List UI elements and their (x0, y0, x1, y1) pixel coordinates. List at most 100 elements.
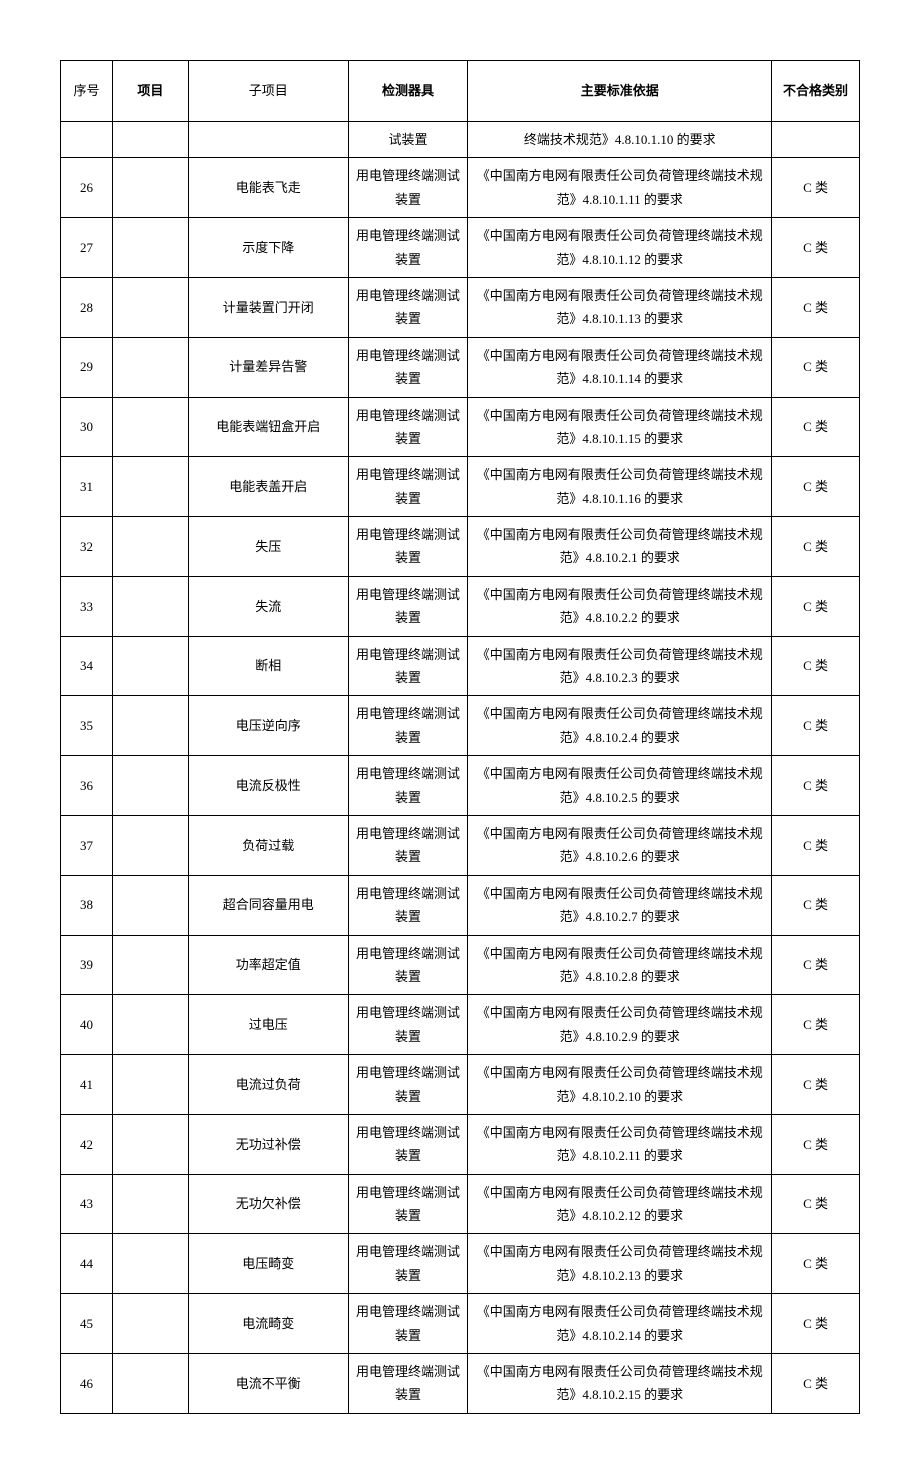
column-header-4: 主要标准依据 (468, 61, 772, 122)
cell-seq: 45 (61, 1294, 113, 1354)
table-head: 序号项目子项目检测器具主要标准依据不合格类别 (61, 61, 860, 122)
cell-proj (112, 1234, 188, 1294)
cell-seq: 44 (61, 1234, 113, 1294)
table-row: 27示度下降用电管理终端测试装置《中国南方电网有限责任公司负荷管理终端技术规范》… (61, 218, 860, 278)
cell-std: 终端技术规范》4.8.10.1.10 的要求 (468, 122, 772, 158)
cell-proj (112, 1354, 188, 1414)
cell-cat (772, 122, 860, 158)
cell-inst: 用电管理终端测试装置 (348, 995, 468, 1055)
cell-std: 《中国南方电网有限责任公司负荷管理终端技术规范》4.8.10.2.12 的要求 (468, 1174, 772, 1234)
cell-sub (188, 122, 348, 158)
table-row: 31电能表盖开启用电管理终端测试装置《中国南方电网有限责任公司负荷管理终端技术规… (61, 457, 860, 517)
cell-sub: 失流 (188, 576, 348, 636)
cell-cat: C 类 (772, 397, 860, 457)
table-body: 试装置终端技术规范》4.8.10.1.10 的要求26电能表飞走用电管理终端测试… (61, 122, 860, 1414)
table-row: 42无功过补偿用电管理终端测试装置《中国南方电网有限责任公司负荷管理终端技术规范… (61, 1114, 860, 1174)
table-row: 32失压用电管理终端测试装置《中国南方电网有限责任公司负荷管理终端技术规范》4.… (61, 517, 860, 577)
cell-std: 《中国南方电网有限责任公司负荷管理终端技术规范》4.8.10.1.15 的要求 (468, 397, 772, 457)
cell-cat: C 类 (772, 756, 860, 816)
cell-cat: C 类 (772, 1234, 860, 1294)
table-row: 34断相用电管理终端测试装置《中国南方电网有限责任公司负荷管理终端技术规范》4.… (61, 636, 860, 696)
cell-proj (112, 935, 188, 995)
cell-cat: C 类 (772, 1354, 860, 1414)
cell-std: 《中国南方电网有限责任公司负荷管理终端技术规范》4.8.10.2.8 的要求 (468, 935, 772, 995)
cell-seq (61, 122, 113, 158)
table-row: 41电流过负荷用电管理终端测试装置《中国南方电网有限责任公司负荷管理终端技术规范… (61, 1055, 860, 1115)
cell-sub: 电流过负荷 (188, 1055, 348, 1115)
cell-sub: 断相 (188, 636, 348, 696)
cell-sub: 计量差异告警 (188, 337, 348, 397)
cell-proj (112, 1174, 188, 1234)
cell-proj (112, 1294, 188, 1354)
cell-cat: C 类 (772, 815, 860, 875)
cell-cat: C 类 (772, 576, 860, 636)
cell-sub: 负荷过载 (188, 815, 348, 875)
cell-inst: 用电管理终端测试装置 (348, 1234, 468, 1294)
cell-sub: 电流不平衡 (188, 1354, 348, 1414)
cell-seq: 34 (61, 636, 113, 696)
cell-proj (112, 815, 188, 875)
cell-sub: 电能表盖开启 (188, 457, 348, 517)
cell-inst: 用电管理终端测试装置 (348, 517, 468, 577)
cell-inst: 用电管理终端测试装置 (348, 1294, 468, 1354)
cell-sub: 电流畸变 (188, 1294, 348, 1354)
cell-inst: 用电管理终端测试装置 (348, 756, 468, 816)
cell-seq: 29 (61, 337, 113, 397)
cell-seq: 32 (61, 517, 113, 577)
cell-proj (112, 696, 188, 756)
cell-proj (112, 1055, 188, 1115)
cell-inst: 用电管理终端测试装置 (348, 337, 468, 397)
table-row: 38超合同容量用电用电管理终端测试装置《中国南方电网有限责任公司负荷管理终端技术… (61, 875, 860, 935)
table-row: 40过电压用电管理终端测试装置《中国南方电网有限责任公司负荷管理终端技术规范》4… (61, 995, 860, 1055)
cell-std: 《中国南方电网有限责任公司负荷管理终端技术规范》4.8.10.2.4 的要求 (468, 696, 772, 756)
cell-inst: 用电管理终端测试装置 (348, 1354, 468, 1414)
cell-inst: 用电管理终端测试装置 (348, 457, 468, 517)
cell-seq: 30 (61, 397, 113, 457)
cell-seq: 40 (61, 995, 113, 1055)
cell-sub: 电能表飞走 (188, 158, 348, 218)
cell-inst: 试装置 (348, 122, 468, 158)
cell-sub: 无功欠补偿 (188, 1174, 348, 1234)
cell-seq: 35 (61, 696, 113, 756)
cell-sub: 电压逆向序 (188, 696, 348, 756)
table-row: 37负荷过载用电管理终端测试装置《中国南方电网有限责任公司负荷管理终端技术规范》… (61, 815, 860, 875)
cell-inst: 用电管理终端测试装置 (348, 875, 468, 935)
cell-std: 《中国南方电网有限责任公司负荷管理终端技术规范》4.8.10.2.14 的要求 (468, 1294, 772, 1354)
cell-sub: 过电压 (188, 995, 348, 1055)
cell-std: 《中国南方电网有限责任公司负荷管理终端技术规范》4.8.10.2.10 的要求 (468, 1055, 772, 1115)
cell-inst: 用电管理终端测试装置 (348, 576, 468, 636)
table-row: 44电压畸变用电管理终端测试装置《中国南方电网有限责任公司负荷管理终端技术规范》… (61, 1234, 860, 1294)
table-row: 26电能表飞走用电管理终端测试装置《中国南方电网有限责任公司负荷管理终端技术规范… (61, 158, 860, 218)
cell-std: 《中国南方电网有限责任公司负荷管理终端技术规范》4.8.10.2.5 的要求 (468, 756, 772, 816)
cell-cat: C 类 (772, 935, 860, 995)
table-row: 30电能表端钮盒开启用电管理终端测试装置《中国南方电网有限责任公司负荷管理终端技… (61, 397, 860, 457)
cell-inst: 用电管理终端测试装置 (348, 218, 468, 278)
cell-proj (112, 875, 188, 935)
cell-std: 《中国南方电网有限责任公司负荷管理终端技术规范》4.8.10.1.11 的要求 (468, 158, 772, 218)
table-row: 43无功欠补偿用电管理终端测试装置《中国南方电网有限责任公司负荷管理终端技术规范… (61, 1174, 860, 1234)
cell-sub: 示度下降 (188, 218, 348, 278)
cell-seq: 41 (61, 1055, 113, 1115)
cell-seq: 38 (61, 875, 113, 935)
cell-cat: C 类 (772, 218, 860, 278)
cell-seq: 42 (61, 1114, 113, 1174)
cell-proj (112, 756, 188, 816)
cell-seq: 31 (61, 457, 113, 517)
cell-seq: 28 (61, 277, 113, 337)
cell-inst: 用电管理终端测试装置 (348, 636, 468, 696)
table-row: 36电流反极性用电管理终端测试装置《中国南方电网有限责任公司负荷管理终端技术规范… (61, 756, 860, 816)
cell-std: 《中国南方电网有限责任公司负荷管理终端技术规范》4.8.10.2.6 的要求 (468, 815, 772, 875)
cell-seq: 37 (61, 815, 113, 875)
cell-proj (112, 218, 188, 278)
cell-proj (112, 397, 188, 457)
cell-cat: C 类 (772, 995, 860, 1055)
cell-cat: C 类 (772, 1114, 860, 1174)
cell-seq: 33 (61, 576, 113, 636)
column-header-5: 不合格类别 (772, 61, 860, 122)
cell-proj (112, 337, 188, 397)
cell-cat: C 类 (772, 1174, 860, 1234)
cell-inst: 用电管理终端测试装置 (348, 1174, 468, 1234)
cell-cat: C 类 (772, 875, 860, 935)
cell-sub: 电流反极性 (188, 756, 348, 816)
cell-proj (112, 158, 188, 218)
